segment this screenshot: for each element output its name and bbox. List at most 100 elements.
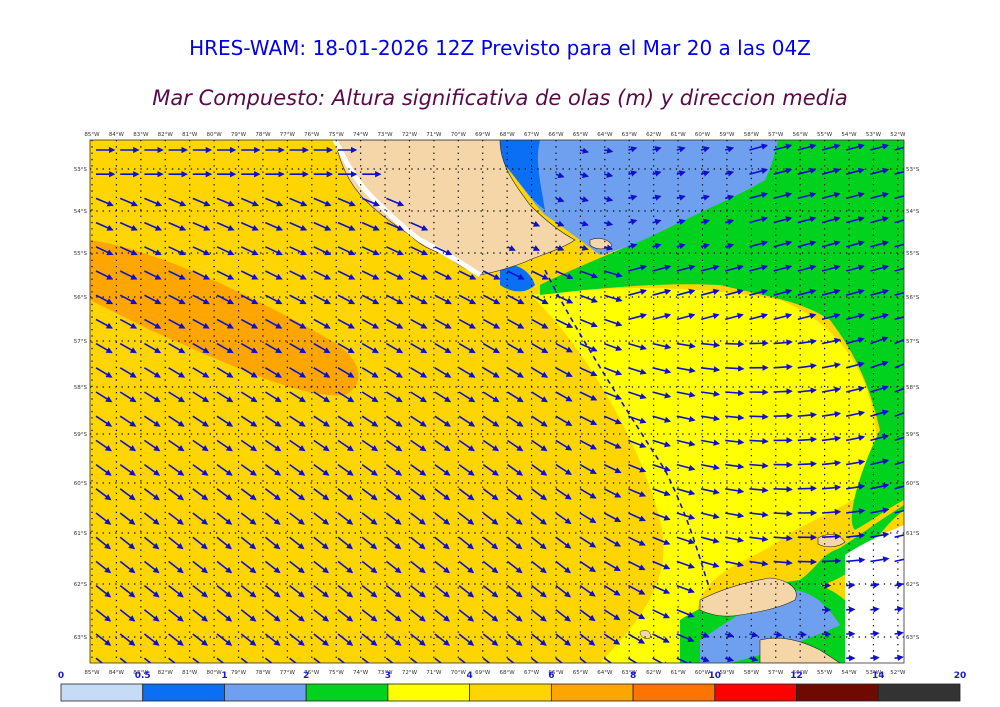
direction-arrow bbox=[676, 218, 686, 225]
direction-arrow bbox=[482, 609, 499, 622]
direction-arrow bbox=[143, 584, 160, 598]
direction-arrow bbox=[192, 415, 209, 427]
direction-arrow bbox=[773, 363, 793, 371]
direction-arrow bbox=[724, 631, 735, 638]
longitude-label: 69°W bbox=[475, 132, 491, 138]
direction-arrow bbox=[192, 536, 208, 550]
direction-arrow bbox=[482, 560, 499, 574]
direction-arrow bbox=[676, 194, 686, 201]
direction-arrow bbox=[410, 270, 428, 280]
direction-arrow bbox=[652, 512, 671, 521]
direction-arrow bbox=[95, 584, 112, 598]
direction-arrow bbox=[216, 294, 235, 305]
direction-arrow bbox=[289, 657, 298, 663]
direction-arrow bbox=[240, 488, 257, 501]
direction-arrow bbox=[773, 288, 793, 296]
direction-arrow bbox=[797, 216, 817, 224]
longitude-label: 55°W bbox=[817, 132, 833, 138]
direction-arrow bbox=[870, 458, 890, 466]
direction-arrow bbox=[531, 463, 548, 476]
direction-arrow bbox=[628, 342, 647, 351]
direction-arrow bbox=[845, 361, 865, 369]
longitude-label: 67°W bbox=[524, 670, 540, 676]
longitude-labels-top: 85°W 84°W 83°W 82°W 81°W 80°W 79°W 78°W 77°W 76°W… bbox=[84, 132, 906, 138]
direction-arrow bbox=[870, 216, 890, 224]
direction-arrow bbox=[264, 463, 282, 476]
longitude-label: 60°W bbox=[695, 132, 711, 138]
direction-arrow bbox=[870, 507, 890, 514]
direction-arrow bbox=[652, 170, 662, 177]
direction-arrow bbox=[821, 216, 841, 224]
direction-arrow bbox=[168, 439, 185, 452]
direction-arrow bbox=[361, 221, 380, 231]
direction-arrow bbox=[410, 536, 426, 550]
direction-arrow bbox=[749, 535, 769, 543]
longitude-label: 59°W bbox=[719, 132, 735, 138]
direction-arrow bbox=[458, 367, 476, 378]
direction-arrow bbox=[507, 270, 525, 280]
direction-arrow bbox=[870, 531, 890, 539]
direction-arrow bbox=[603, 294, 623, 303]
direction-arrow bbox=[749, 191, 769, 200]
direction-arrow bbox=[144, 294, 162, 305]
direction-arrow bbox=[604, 147, 614, 154]
direction-arrow bbox=[555, 244, 565, 251]
direction-arrow bbox=[749, 143, 769, 151]
direction-arrow bbox=[192, 609, 208, 622]
direction-arrow bbox=[894, 630, 904, 637]
direction-arrow bbox=[821, 191, 841, 200]
direction-arrow bbox=[531, 633, 547, 646]
direction-arrow bbox=[313, 391, 331, 403]
direction-arrow bbox=[555, 367, 573, 378]
direction-arrow bbox=[313, 488, 330, 501]
direction-arrow bbox=[434, 560, 450, 574]
direction-arrow bbox=[725, 389, 745, 397]
direction-arrow bbox=[821, 264, 841, 272]
colorbar-bin bbox=[142, 683, 225, 702]
direction-arrow bbox=[724, 655, 735, 663]
direction-arrow bbox=[119, 584, 136, 598]
direction-arrow bbox=[168, 488, 185, 501]
map-frame bbox=[89, 139, 905, 664]
direction-arrow bbox=[749, 486, 769, 494]
direction-arrow bbox=[628, 560, 646, 571]
direction-arrow bbox=[579, 171, 589, 179]
direction-arrow bbox=[216, 318, 234, 329]
direction-arrow bbox=[725, 560, 745, 568]
direction-arrow bbox=[507, 294, 525, 305]
direction-arrow bbox=[579, 633, 596, 646]
latitude-label: 57°S bbox=[74, 339, 88, 345]
direction-arrow bbox=[144, 318, 162, 329]
direction-arrow bbox=[700, 439, 720, 446]
direction-arrow bbox=[773, 143, 793, 151]
direction-arrow bbox=[579, 439, 598, 450]
direction-arrow bbox=[192, 197, 211, 207]
latitude-label: 53°S bbox=[906, 167, 920, 173]
direction-arrow bbox=[821, 557, 842, 565]
direction-arrow bbox=[119, 391, 137, 403]
direction-arrow bbox=[337, 318, 355, 329]
longitude-label: 71°W bbox=[426, 670, 442, 676]
longitude-label: 53°W bbox=[866, 132, 882, 138]
colorbar-label: 4 bbox=[467, 671, 473, 681]
colorbar-bin bbox=[387, 683, 471, 702]
direction-arrow bbox=[361, 488, 378, 501]
direction-arrow bbox=[870, 606, 880, 613]
map-field bbox=[90, 140, 904, 663]
direction-arrow bbox=[410, 584, 426, 598]
latitude-labels-left: 53°S 54°S 55°S 56°S 57°S 58°S 59°S 60°S 61°S 62°S… bbox=[74, 167, 88, 641]
direction-arrow bbox=[361, 367, 379, 378]
direction-arrow bbox=[846, 532, 866, 539]
direction-arrow bbox=[385, 391, 403, 403]
direction-arrow bbox=[143, 536, 160, 550]
direction-arrow bbox=[289, 560, 305, 574]
direction-arrow bbox=[628, 288, 648, 296]
direction-arrow bbox=[894, 412, 904, 417]
latitude-labels-right: 53°S 54°S 55°S 56°S 57°S 58°S 59°S 60°S 61°S 62°S… bbox=[906, 167, 920, 641]
direction-arrow bbox=[386, 270, 404, 280]
direction-arrow bbox=[216, 367, 234, 378]
direction-arrow bbox=[240, 657, 249, 663]
direction-arrow bbox=[95, 197, 114, 207]
direction-arrow bbox=[240, 536, 257, 550]
